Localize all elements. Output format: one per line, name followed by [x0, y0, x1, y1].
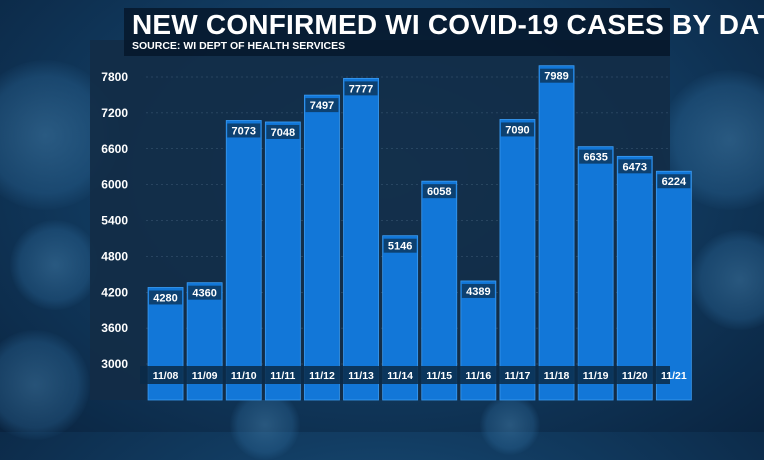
x-tick-label: 11/21: [661, 370, 687, 382]
x-tick-label: 11/10: [231, 370, 257, 382]
x-tick-label: 11/16: [465, 370, 491, 382]
bar: [343, 77, 379, 401]
y-tick-label: 6000: [101, 178, 128, 192]
data-label: 7090: [505, 124, 529, 136]
data-label-box: [422, 184, 456, 199]
data-label-box: [188, 285, 222, 300]
data-label: 6224: [662, 176, 687, 188]
bar: [304, 94, 340, 401]
data-label: 6635: [583, 152, 607, 164]
x-tick-label: 11/18: [544, 370, 570, 382]
data-label-box: [344, 81, 378, 96]
x-tick-label: 11/11: [270, 370, 295, 382]
data-label-box: [305, 98, 339, 113]
y-tick-label: 7200: [101, 106, 128, 120]
x-tick-label: 11/17: [505, 370, 531, 382]
data-label: 4389: [466, 286, 490, 298]
data-label-box: [500, 122, 534, 137]
x-tick-label: 11/19: [583, 370, 609, 382]
y-tick-label: 6600: [101, 142, 128, 156]
data-label: 6058: [427, 186, 451, 198]
bar: [225, 120, 262, 401]
data-label-box: [149, 290, 183, 305]
data-label: 7989: [544, 71, 568, 83]
x-tick-label: 11/13: [348, 370, 374, 382]
bar: [538, 65, 575, 401]
x-tick-label: 11/08: [153, 370, 179, 382]
virus-decoration: [0, 330, 90, 440]
data-label-box: [227, 123, 261, 138]
data-label-box: [618, 159, 652, 174]
x-tick-label: 11/20: [622, 370, 648, 382]
data-label-box: [461, 283, 495, 298]
bar: [577, 146, 614, 401]
x-tick-label: 11/15: [426, 370, 452, 382]
chart-source: SOURCE: WI DEPT OF HEALTH SERVICES: [132, 40, 346, 52]
bar: [421, 180, 458, 401]
bar-chart: 3000 3600 4200 4800 5400 6000 6600 7200 7800 4280…: [101, 65, 692, 401]
bar: [499, 119, 536, 401]
chart-title: NEW CONFIRMED WI COVID-19 CASES BY DATE: [132, 9, 764, 40]
x-tick-label: 11/14: [387, 370, 413, 382]
data-label: 7777: [349, 83, 373, 95]
virus-decoration: [10, 220, 100, 310]
data-label-box: [540, 68, 574, 83]
y-tick-label: 3600: [101, 321, 128, 335]
data-label: 7073: [232, 125, 256, 137]
y-tick-label: 3000: [101, 357, 128, 371]
x-tick-label: 11/12: [309, 370, 335, 382]
bar: [655, 170, 692, 401]
title-bar: [124, 8, 670, 56]
y-tick-label: 7800: [101, 70, 128, 84]
data-label: 7048: [271, 127, 295, 139]
virus-decoration: [690, 230, 764, 330]
data-label: 5146: [388, 241, 412, 253]
y-tick-label: 4200: [101, 285, 128, 299]
data-label: 4360: [192, 288, 216, 300]
data-label-box: [579, 149, 613, 164]
data-label: 4280: [153, 292, 177, 304]
data-label-box: [266, 124, 300, 139]
bar: [264, 121, 301, 401]
data-label: 6473: [623, 161, 647, 173]
bar: [616, 155, 653, 401]
y-tick-label: 5400: [101, 214, 128, 228]
data-label: 7497: [310, 100, 334, 112]
x-tick-label: 11/09: [192, 370, 218, 382]
y-tick-label: 4800: [101, 249, 128, 263]
data-label-box: [657, 174, 691, 189]
x-axis-band: [140, 366, 670, 384]
data-label-box: [383, 238, 417, 253]
